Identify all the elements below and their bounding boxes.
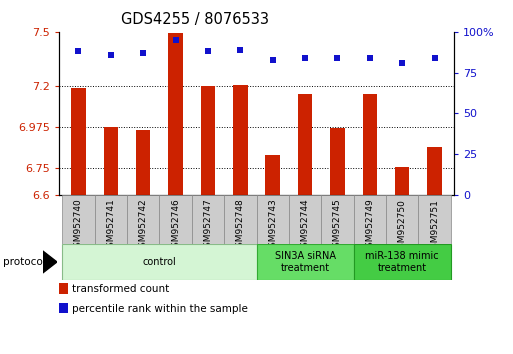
Bar: [353, 244, 451, 280]
Point: [398, 60, 406, 65]
Polygon shape: [43, 251, 57, 273]
Bar: [321, 195, 353, 244]
Bar: [104, 127, 118, 195]
Bar: [160, 195, 192, 244]
Bar: [363, 94, 377, 195]
Text: GDS4255 / 8076533: GDS4255 / 8076533: [121, 12, 269, 27]
Text: SIN3A siRNA
treatment: SIN3A siRNA treatment: [274, 251, 336, 273]
Bar: [71, 88, 86, 195]
Text: transformed count: transformed count: [72, 284, 169, 294]
Bar: [62, 244, 256, 280]
Point: [107, 52, 115, 57]
Point: [171, 37, 180, 43]
Bar: [201, 86, 215, 195]
Bar: [330, 128, 345, 195]
Text: GSM952749: GSM952749: [365, 199, 374, 253]
Bar: [395, 167, 409, 195]
Text: GSM952750: GSM952750: [398, 199, 407, 253]
Bar: [256, 195, 289, 244]
Point: [366, 55, 374, 61]
Bar: [127, 195, 160, 244]
Text: GSM952748: GSM952748: [236, 199, 245, 253]
Bar: [427, 147, 442, 195]
Point: [430, 55, 439, 61]
Bar: [289, 195, 321, 244]
Bar: [192, 195, 224, 244]
Point: [333, 55, 342, 61]
Bar: [419, 195, 451, 244]
Text: GSM952744: GSM952744: [301, 199, 309, 253]
Text: percentile rank within the sample: percentile rank within the sample: [72, 304, 248, 314]
Bar: [94, 195, 127, 244]
Point: [301, 55, 309, 61]
Point: [139, 50, 147, 56]
Text: GSM952740: GSM952740: [74, 199, 83, 253]
Point: [74, 48, 83, 54]
Point: [204, 48, 212, 54]
Text: GSM952746: GSM952746: [171, 199, 180, 253]
Text: miR-138 mimic
treatment: miR-138 mimic treatment: [365, 251, 439, 273]
Bar: [168, 33, 183, 195]
Point: [269, 57, 277, 62]
Bar: [62, 195, 94, 244]
Bar: [353, 195, 386, 244]
Text: GSM952741: GSM952741: [106, 199, 115, 253]
Text: GSM952742: GSM952742: [139, 199, 148, 253]
Bar: [386, 195, 419, 244]
Text: protocol: protocol: [3, 257, 45, 267]
Text: GSM952743: GSM952743: [268, 199, 277, 253]
Bar: [233, 85, 248, 195]
Bar: [256, 244, 353, 280]
Text: GSM952747: GSM952747: [204, 199, 212, 253]
Text: GSM952751: GSM952751: [430, 199, 439, 253]
Text: control: control: [143, 257, 176, 267]
Bar: [136, 131, 150, 195]
Bar: [224, 195, 256, 244]
Text: GSM952745: GSM952745: [333, 199, 342, 253]
Bar: [298, 94, 312, 195]
Point: [236, 47, 244, 53]
Bar: [265, 155, 280, 195]
